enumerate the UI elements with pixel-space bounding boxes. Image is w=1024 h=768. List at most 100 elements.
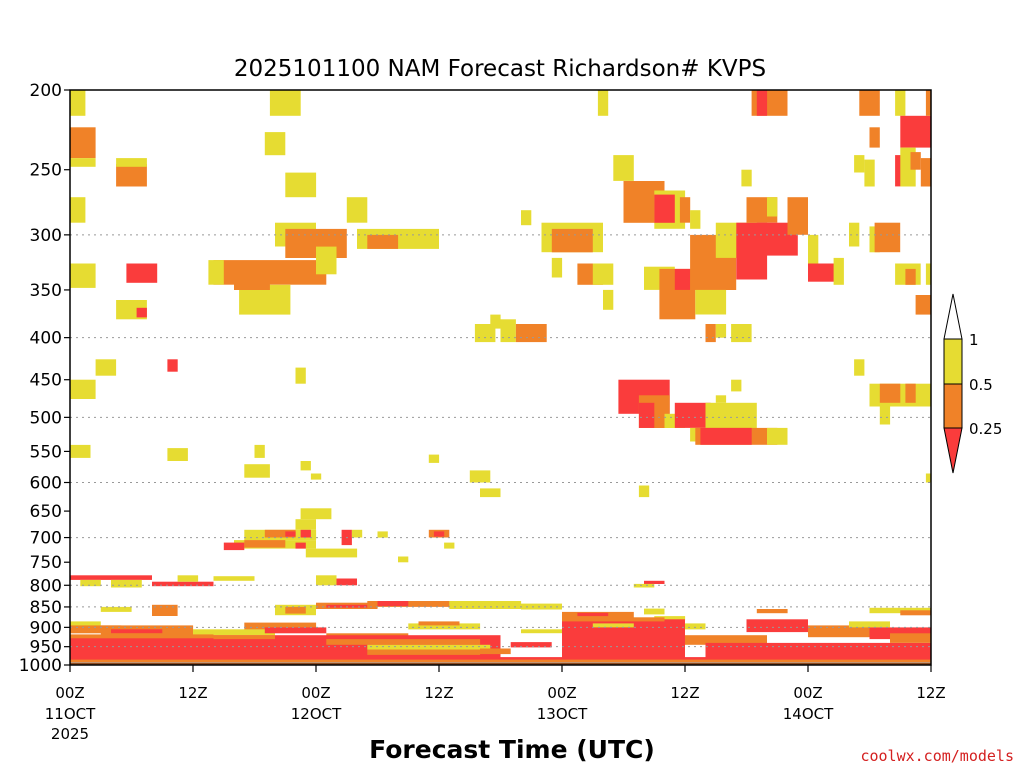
heatmap-cell: [305, 548, 358, 558]
heatmap-cell: [116, 164, 147, 187]
heatmap-cell: [480, 488, 501, 498]
heatmap-cell: [500, 319, 516, 343]
y-tick-label: 450: [30, 371, 62, 391]
heatmap-cell: [95, 359, 117, 376]
heatmap-cell: [428, 454, 440, 463]
heatmap-cell: [925, 473, 931, 483]
y-tick-label: 800: [30, 576, 62, 596]
heatmap-cell: [741, 169, 752, 187]
heatmap-cell: [285, 172, 317, 198]
heatmap-cell: [444, 542, 455, 549]
heatmap-cell: [418, 621, 460, 626]
heatmap-cell: [695, 289, 727, 315]
y-tick-label: 900: [30, 618, 62, 638]
heatmap-cell: [808, 234, 819, 264]
heatmap-cell: [895, 155, 906, 187]
heatmap-cell: [285, 531, 296, 537]
heatmap-cell: [300, 461, 311, 471]
heatmap-cell: [136, 307, 147, 318]
y-tick-label: 250: [30, 161, 62, 181]
heatmap-cell: [592, 263, 614, 285]
heatmap-cell: [469, 470, 491, 483]
heatmap-cell: [879, 406, 891, 425]
heatmap-cell: [100, 606, 132, 612]
heatmap-cell: [715, 324, 727, 338]
heatmap-cell: [254, 444, 265, 458]
heatmap-cell: [510, 642, 552, 648]
heatmap-cell: [367, 234, 399, 249]
colorbar-segment: [943, 338, 963, 385]
plot-frame: [69, 89, 932, 666]
x-tick-date-label: 11OCT: [45, 705, 96, 723]
heatmap-cell: [592, 623, 634, 628]
x-tick-label: 12Z: [916, 684, 945, 702]
heatmap-cell: [654, 616, 686, 621]
heatmap-cell: [285, 606, 306, 614]
heatmap-cell: [685, 635, 767, 645]
heatmap-cell: [300, 529, 311, 538]
heatmap-cell: [895, 90, 906, 116]
heatmap-cell: [70, 158, 96, 167]
heatmap-cell: [316, 246, 337, 275]
heatmap-cell: [910, 152, 921, 170]
y-tick-label: 750: [30, 553, 62, 573]
x-tick-label: 00Z: [55, 684, 84, 702]
heatmap-cell: [70, 127, 96, 159]
y-tick-label: 850: [30, 598, 62, 618]
x-tick-label: 00Z: [547, 684, 576, 702]
heatmap-cell: [474, 324, 496, 343]
heatmap-cell: [295, 519, 316, 530]
colorbar-bottom-triangle: [943, 427, 963, 474]
heatmap-cell: [756, 90, 768, 116]
heatmap-cell: [80, 579, 101, 587]
x-tick-year-label: 2025: [51, 725, 89, 743]
heatmap-cell: [70, 444, 91, 458]
heatmap-cell: [264, 529, 296, 538]
heatmap-cell: [654, 194, 675, 223]
heatmap-cell: [633, 583, 655, 588]
heatmap-cell: [264, 627, 327, 634]
colorbar: 1 0.5 0.25: [943, 293, 1002, 474]
plot-area: [70, 90, 932, 665]
heatmap-cell: [915, 295, 931, 315]
heatmap-cell: [377, 601, 409, 607]
heatmap-cell: [767, 427, 788, 445]
heatmap-cell: [515, 324, 547, 343]
heatmap-cell: [111, 629, 163, 634]
y-tick-label: 500: [30, 408, 62, 428]
heatmap-cell: [70, 659, 931, 663]
heatmap-cell: [167, 359, 178, 372]
heatmap-cell: [685, 623, 706, 630]
heatmap-cell: [316, 575, 337, 586]
heatmap-cell: [808, 625, 870, 638]
y-tick-label: 650: [30, 502, 62, 522]
y-tick-label: 200: [30, 81, 62, 101]
heatmap-cell: [700, 427, 752, 445]
heatmap-cell: [449, 601, 522, 609]
heatmap-cell: [925, 90, 931, 116]
heatmap-cell: [787, 197, 808, 235]
heatmap-cell: [223, 542, 245, 551]
heatmap-cell: [920, 158, 932, 187]
heatmap-cell: [234, 277, 270, 290]
heatmap-cell: [854, 155, 865, 173]
heatmap-cell: [925, 263, 931, 285]
heatmap-cell: [562, 617, 665, 622]
heatmap-cell: [900, 115, 932, 148]
heatmap-cell: [521, 629, 562, 634]
colorbar-label: 1: [969, 331, 979, 349]
heatmap-cell: [367, 601, 460, 607]
x-tick-label: 00Z: [301, 684, 330, 702]
heatmap-cell: [879, 383, 901, 403]
heatmap-cell: [213, 576, 255, 581]
plot-background: [70, 90, 931, 665]
y-tick-label: 600: [30, 473, 62, 493]
x-tick-date-label: 12OCT: [291, 705, 342, 723]
colorbar-label: 0.25: [969, 420, 1002, 438]
x-tick-date-label: 13OCT: [537, 705, 588, 723]
heatmap-cell: [890, 633, 931, 643]
heatmap-cell: [70, 197, 86, 223]
heatmap-cell: [731, 324, 752, 343]
heatmap-cell: [690, 210, 701, 229]
